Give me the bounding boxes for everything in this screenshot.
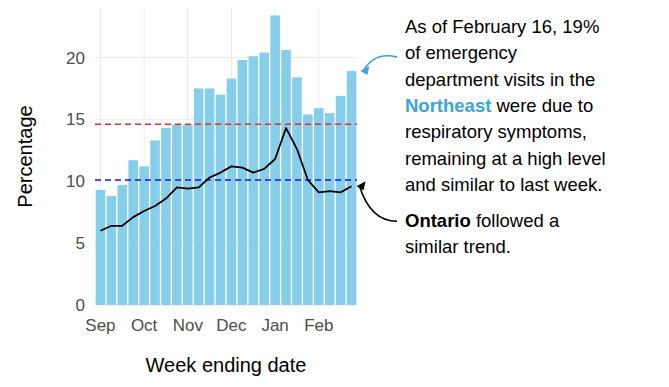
y-tick-label: 0 [76, 296, 85, 315]
grid [95, 8, 357, 305]
bar [259, 53, 269, 305]
bar [128, 160, 138, 305]
annotations: As of February 16, 19% of emergency depart… [357, 16, 606, 257]
annotation-text: respiratory symptoms, [405, 121, 587, 142]
annotation-line: As of February 16, 19% [405, 16, 599, 37]
annotation-line: and similar to last week. [405, 174, 602, 195]
annotation-line: Northeast were due to [405, 95, 593, 116]
annotation-text: similar trend. [405, 236, 511, 257]
annotation-text: of emergency [405, 42, 518, 63]
bar [117, 185, 127, 305]
annotation-text: department visits in the [405, 69, 595, 90]
annotation-text: Northeast [405, 95, 491, 116]
axes: 0 5 10 15 20 Sep Oct Nov Dec Jan Feb Week ending da… [14, 49, 333, 377]
bar [227, 79, 237, 305]
x-tick-label: Jan [261, 316, 288, 335]
annotation-text: remaining at a high level [405, 148, 606, 169]
bar [216, 95, 226, 305]
annotation-text: followed a [471, 210, 560, 231]
bar [314, 108, 324, 305]
arrow-head [360, 66, 369, 75]
bar [183, 124, 193, 305]
x-tick-label: Oct [131, 316, 158, 335]
bar [96, 190, 106, 305]
bar [281, 50, 291, 305]
bar [270, 15, 280, 305]
bar [150, 140, 160, 305]
bar [205, 88, 215, 305]
annotation-line: similar trend. [405, 236, 511, 257]
y-tick-label: 20 [66, 49, 85, 68]
annotation-arrow [360, 186, 397, 221]
bar [292, 77, 302, 305]
annotation-text: and similar to last week. [405, 174, 602, 195]
x-axis-label: Week ending date [146, 354, 307, 376]
y-tick-label: 10 [66, 172, 85, 191]
y-tick-label: 15 [66, 110, 85, 129]
bar [303, 114, 313, 305]
bar [336, 96, 346, 305]
annotation-text: were due to [491, 95, 593, 116]
line [100, 128, 351, 231]
annotation-text: Ontario [405, 210, 471, 231]
x-tick-label: Sep [85, 316, 115, 335]
reference-line [95, 124, 357, 126]
y-tick-label: 5 [76, 234, 85, 253]
bar [194, 88, 204, 305]
bar [107, 196, 117, 305]
chart: 0 5 10 15 20 Sep Oct Nov Dec Jan Feb Week ending da… [0, 0, 669, 387]
x-tick-label: Nov [173, 316, 204, 335]
bar [139, 166, 149, 305]
bar [238, 60, 248, 305]
annotation-line: department visits in the [405, 69, 595, 90]
x-tick-label: Dec [216, 316, 247, 335]
bar [161, 128, 171, 305]
annotation-line: respiratory symptoms, [405, 121, 587, 142]
x-tick-label: Feb [304, 316, 333, 335]
annotation-line: remaining at a high level [405, 148, 606, 169]
annotation-line: of emergency [405, 42, 518, 63]
y-axis-label: Percentage [14, 105, 36, 207]
annotation-line: Ontario followed a [405, 210, 560, 231]
bar [325, 113, 335, 305]
annotation-text: As of February 16, 19% [405, 16, 599, 37]
grid-line [95, 57, 357, 58]
bar [172, 124, 182, 305]
plot-area [95, 15, 357, 305]
reference-line [95, 179, 357, 181]
arrow-head [357, 181, 366, 190]
